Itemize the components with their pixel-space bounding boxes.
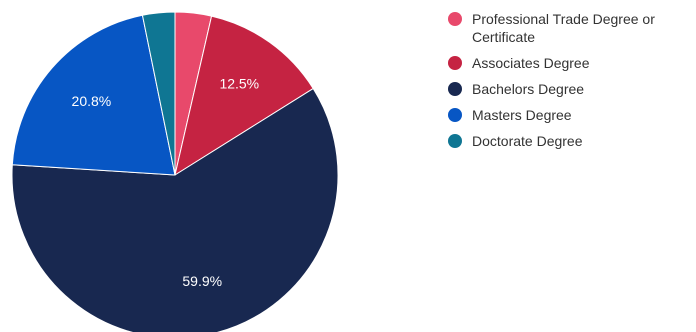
legend-label: Doctorate Degree bbox=[472, 132, 583, 150]
legend-swatch-icon bbox=[448, 82, 462, 96]
legend-label: Professional Trade Degree or Certificate bbox=[472, 10, 688, 46]
legend-swatch-icon bbox=[448, 12, 462, 26]
legend-item-bachelors[interactable]: Bachelors Degree bbox=[448, 80, 688, 98]
legend-swatch-icon bbox=[448, 134, 462, 148]
legend-swatch-icon bbox=[448, 108, 462, 122]
pie-slices bbox=[12, 12, 338, 332]
legend-label: Bachelors Degree bbox=[472, 80, 584, 98]
data-label-masters: 20.8% bbox=[72, 93, 112, 109]
legend-item-doctorate[interactable]: Doctorate Degree bbox=[448, 132, 688, 150]
legend-label: Masters Degree bbox=[472, 106, 572, 124]
legend-item-associates[interactable]: Associates Degree bbox=[448, 54, 688, 72]
chart-legend: Professional Trade Degree or Certificate… bbox=[448, 10, 688, 158]
data-label-bachelors: 59.9% bbox=[182, 273, 222, 289]
data-label-associates: 12.5% bbox=[219, 75, 259, 91]
legend-swatch-icon bbox=[448, 56, 462, 70]
legend-item-masters[interactable]: Masters Degree bbox=[448, 106, 688, 124]
legend-label: Associates Degree bbox=[472, 54, 590, 72]
legend-item-professional-trade[interactable]: Professional Trade Degree or Certificate bbox=[448, 10, 688, 46]
